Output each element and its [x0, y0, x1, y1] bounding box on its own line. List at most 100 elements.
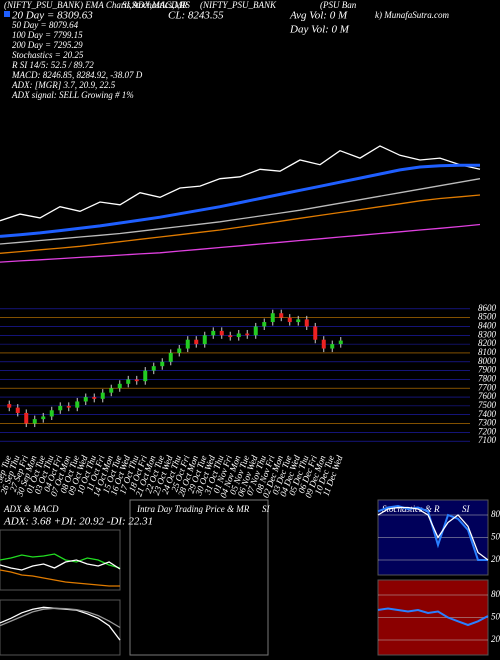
series-line	[0, 607, 121, 629]
y-tick-label: 7700	[478, 382, 497, 392]
candle-body	[338, 340, 343, 345]
y-tick-label: 7400	[478, 409, 497, 419]
legend-text: MACD: 8246.85, 8284.92, -38.07 D	[11, 70, 143, 80]
candle-body	[253, 326, 258, 336]
intraday-box	[129, 499, 269, 656]
legend-swatch	[4, 11, 10, 17]
candle-body	[228, 335, 233, 338]
candle-body	[66, 405, 71, 408]
legend-text: 200 Day = 7295.29	[12, 40, 83, 50]
candle-body	[245, 333, 250, 336]
panel-title: SI	[262, 504, 271, 514]
candle-body	[151, 366, 156, 371]
series-line	[0, 194, 481, 254]
candle-body	[279, 313, 284, 318]
candle-body	[160, 361, 165, 367]
y-tick-label: 20	[491, 554, 500, 564]
candle-body	[262, 322, 267, 327]
series-line	[377, 607, 489, 627]
candle-body	[270, 313, 275, 323]
candle-body	[134, 379, 139, 382]
candle-body	[177, 348, 182, 353]
candle-body	[92, 397, 97, 399]
y-tick-label: 8300	[478, 329, 497, 339]
header-text: (NIFTY_PSU_BANK) EMA Charts ADX,MACD,RS	[4, 0, 190, 10]
series-line	[377, 506, 489, 561]
candle-body	[185, 339, 190, 349]
candle-body	[296, 319, 301, 323]
candle-body	[321, 339, 326, 349]
candle-body	[219, 330, 224, 336]
y-tick-label: 8600	[478, 303, 497, 313]
y-tick-label: 8000	[478, 356, 497, 366]
y-tick-label: 20	[491, 634, 500, 644]
day-volume: Day Vol: 0 M	[289, 24, 350, 36]
y-tick-label: 8200	[478, 338, 497, 348]
candle-body	[287, 317, 292, 323]
legend-text: Stochastics = 20.25	[12, 50, 84, 60]
candle-body	[109, 388, 114, 393]
legend-text: R SI 14/5: 52.5 / 89.72	[11, 60, 94, 70]
candle-body	[211, 330, 216, 336]
series-line	[0, 178, 481, 245]
y-tick-label: 7900	[478, 365, 497, 375]
y-tick-label: 7200	[478, 426, 497, 436]
candle-body	[194, 339, 199, 345]
y-tick-label: 7300	[478, 418, 497, 428]
candle-body	[236, 333, 241, 338]
legend-text: 100 Day = 7799.15	[12, 30, 83, 40]
y-tick-label: 50	[491, 612, 500, 622]
panel-title: SI	[462, 504, 471, 514]
y-tick-label: 7800	[478, 373, 497, 383]
candle-body	[100, 392, 105, 399]
candle-body	[24, 412, 29, 424]
panel-frame	[0, 529, 121, 591]
panel-title: Intra Day Trading Price & MR	[136, 504, 250, 514]
header-text: (PSU Ban	[320, 0, 357, 10]
legend-text: ADX: [MGR] 3.7, 20.9, 22.5	[11, 80, 116, 90]
candle-body	[168, 352, 173, 362]
candle-body	[75, 401, 80, 408]
header-text: (NIFTY_PSU_BANK	[200, 0, 277, 10]
candle-body	[49, 410, 54, 417]
y-tick-label: 7100	[478, 435, 497, 445]
series-line	[0, 553, 121, 569]
series-line	[0, 559, 121, 571]
y-tick-label: 80	[491, 509, 500, 519]
series-line	[0, 163, 480, 238]
candle-body	[126, 379, 131, 384]
header-text: SI,Stochastics,MR	[122, 0, 188, 10]
y-tick-label: 50	[491, 532, 500, 542]
close-price: CL: 8243.55	[168, 10, 224, 22]
candle-body	[41, 416, 46, 420]
series-line	[0, 223, 481, 263]
legend-text: ADX signal: SELL Growing # 1%	[11, 90, 134, 100]
legend-text: 20 Day = 8309.63	[12, 10, 93, 22]
candle-body	[330, 344, 335, 349]
y-tick-label: 80	[491, 589, 500, 599]
candle-body	[143, 370, 148, 382]
legend-text: 50 Day = 8079.64	[12, 20, 79, 30]
candle-body	[58, 405, 63, 411]
candle-body	[304, 319, 309, 327]
y-tick-label: 8100	[478, 347, 497, 357]
series-line	[377, 504, 488, 561]
candle-body	[117, 383, 122, 389]
y-tick-label: 8500	[478, 312, 497, 322]
candle-body	[32, 419, 37, 424]
panel-subtitle: ADX: 3.68 +DI: 20.92 -DI: 22.31	[3, 516, 153, 528]
series-line	[0, 569, 120, 587]
y-tick-label: 7600	[478, 391, 497, 401]
y-tick-label: 7500	[478, 400, 497, 410]
candle-body	[202, 335, 207, 345]
y-tick-label: 8400	[478, 321, 497, 331]
panel-title: ADX & MACD	[3, 504, 59, 514]
candle-body	[83, 397, 88, 402]
series-line	[0, 145, 481, 222]
candle-body	[313, 326, 318, 340]
candle-body	[7, 404, 12, 408]
header-text: k) MunafaSutra.com	[375, 10, 449, 20]
candle-body	[15, 407, 20, 413]
avg-volume: Avg Vol: 0 M	[289, 10, 348, 22]
